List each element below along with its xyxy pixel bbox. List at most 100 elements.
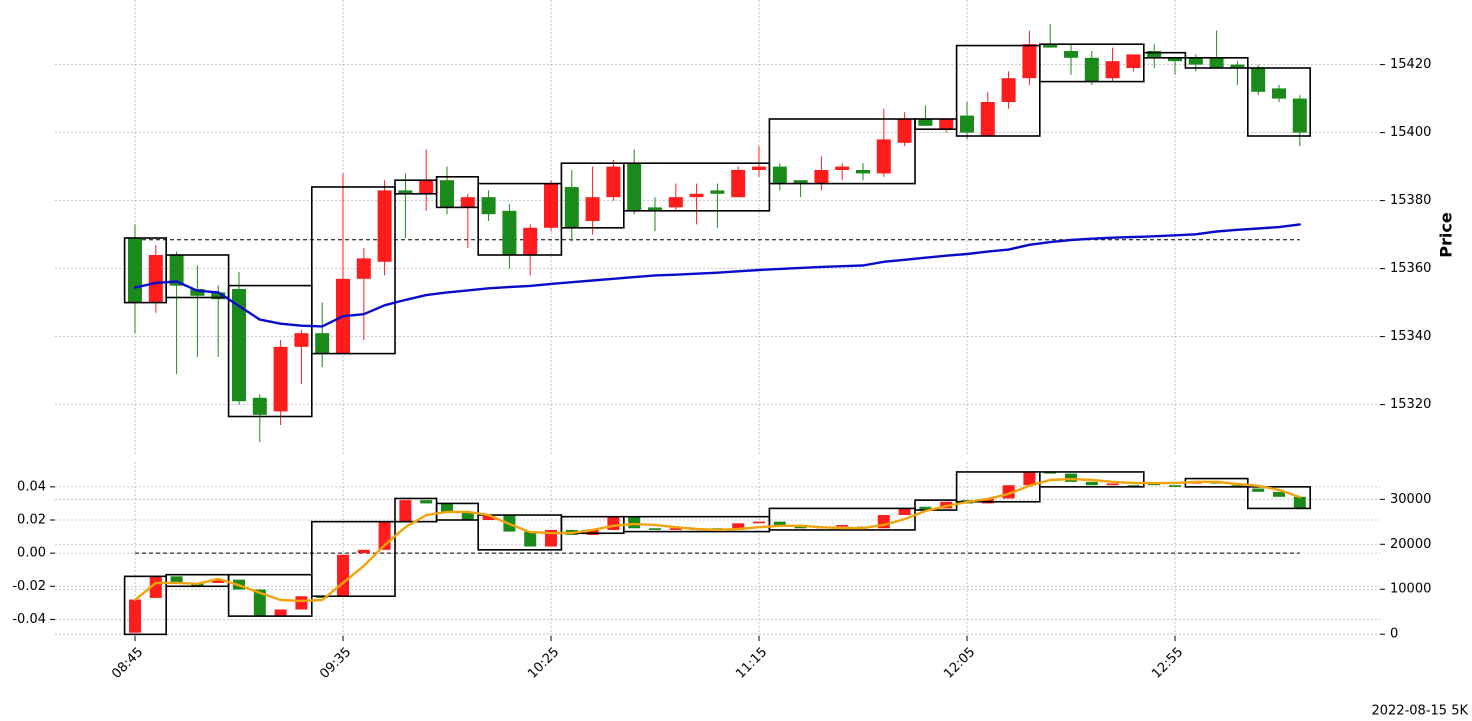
candle-body bbox=[129, 599, 141, 633]
candle-body bbox=[1001, 78, 1016, 102]
x-tick-label: 11:15 bbox=[733, 645, 770, 682]
candle-body bbox=[731, 170, 746, 198]
y-tick-label: 15320 bbox=[1390, 397, 1431, 412]
candle-body bbox=[170, 576, 183, 583]
candle-body bbox=[1168, 57, 1182, 62]
y-tick-label: 15380 bbox=[1390, 193, 1431, 208]
candle-body bbox=[211, 292, 226, 300]
range-box bbox=[165, 254, 230, 299]
candle-body bbox=[128, 238, 142, 303]
candle-body bbox=[1044, 471, 1057, 474]
candle-body bbox=[918, 119, 933, 126]
candle-body bbox=[148, 255, 163, 303]
candle-body bbox=[564, 187, 579, 228]
candle-body bbox=[753, 521, 765, 524]
y-tick-label: -0.02 bbox=[12, 579, 46, 594]
candle-body bbox=[295, 596, 308, 610]
candle-body bbox=[232, 289, 246, 402]
y-tick-label: 15340 bbox=[1390, 329, 1431, 344]
y-tick-label: -0.04 bbox=[12, 612, 46, 627]
candle-body bbox=[544, 183, 558, 228]
candle-body bbox=[523, 227, 538, 255]
candle-body bbox=[337, 554, 349, 597]
candle-body bbox=[732, 523, 745, 530]
candle-body bbox=[898, 508, 911, 516]
x-tick-label: 10:25 bbox=[525, 645, 562, 682]
candle-body bbox=[1169, 485, 1181, 487]
range-box bbox=[1247, 67, 1312, 137]
candle-body bbox=[357, 549, 370, 554]
range-box bbox=[622, 162, 771, 212]
candle-body bbox=[1126, 54, 1141, 68]
range-box bbox=[1039, 471, 1145, 488]
candle-body bbox=[273, 346, 288, 412]
range-box bbox=[1184, 56, 1249, 69]
range-box bbox=[1247, 486, 1312, 510]
range-box bbox=[768, 507, 916, 531]
candle-body bbox=[1127, 485, 1140, 487]
candle-body bbox=[606, 166, 621, 198]
candle-body bbox=[648, 207, 662, 211]
candle-body bbox=[689, 193, 704, 198]
candle-body bbox=[481, 197, 496, 215]
y-tick-label: 0.02 bbox=[17, 513, 46, 528]
range-box bbox=[123, 575, 167, 636]
candle-body bbox=[441, 503, 453, 512]
candle-body bbox=[253, 589, 266, 617]
candle-body bbox=[793, 180, 808, 184]
candle-body bbox=[460, 197, 475, 208]
candle-body bbox=[607, 516, 620, 530]
x-tick-label: 12:55 bbox=[1149, 645, 1186, 682]
candle-body bbox=[919, 506, 932, 511]
candle-body bbox=[773, 521, 786, 527]
y-tick-label: 0.00 bbox=[17, 546, 46, 561]
candle-body bbox=[169, 255, 184, 286]
candle-body bbox=[1147, 51, 1162, 58]
range-box bbox=[310, 520, 396, 598]
candle-body bbox=[1252, 488, 1265, 492]
candle-body bbox=[482, 515, 495, 520]
candle-body bbox=[252, 397, 267, 415]
candle-body bbox=[669, 528, 682, 530]
candle-body bbox=[524, 531, 537, 547]
candle-body bbox=[1106, 483, 1119, 486]
y-tick-label: 0 bbox=[1390, 627, 1398, 642]
candle-body bbox=[1065, 473, 1077, 482]
candle-body bbox=[836, 524, 849, 527]
footnote: 2022-08-15 5K bbox=[1372, 704, 1469, 719]
candle-body bbox=[212, 579, 225, 583]
candle-body bbox=[1209, 57, 1224, 68]
candle-body bbox=[960, 115, 974, 133]
candle-body bbox=[1251, 68, 1266, 92]
candle-body bbox=[1188, 57, 1203, 65]
candle-body bbox=[316, 596, 329, 598]
candle-body bbox=[1043, 44, 1058, 48]
range-box bbox=[768, 118, 916, 185]
candle-body bbox=[939, 119, 954, 130]
candle-body bbox=[1085, 481, 1098, 486]
candle-body bbox=[1148, 483, 1161, 486]
candle-body bbox=[1292, 98, 1307, 133]
candle-body bbox=[1064, 51, 1078, 58]
candle-body bbox=[649, 528, 661, 530]
candle-body bbox=[856, 170, 870, 174]
range-box bbox=[1039, 43, 1145, 83]
candle-body bbox=[1272, 88, 1286, 99]
candle-body bbox=[399, 500, 412, 522]
candle-body bbox=[502, 210, 517, 255]
candle-body bbox=[627, 163, 642, 211]
y-tick-label: 20000 bbox=[1390, 537, 1431, 552]
candle-body bbox=[1022, 44, 1037, 79]
candle-body bbox=[668, 197, 683, 208]
candle-body bbox=[461, 511, 474, 520]
y-tick-label: 10000 bbox=[1390, 582, 1431, 597]
candle-body bbox=[440, 180, 454, 208]
candle-body bbox=[1293, 496, 1306, 509]
range-box bbox=[1143, 51, 1187, 59]
candle-body bbox=[294, 333, 309, 347]
range-box bbox=[435, 502, 480, 521]
candle-body bbox=[1023, 471, 1036, 486]
candle-body bbox=[356, 258, 371, 279]
candle-body bbox=[752, 166, 766, 170]
indicator-line bbox=[133, 223, 1301, 328]
